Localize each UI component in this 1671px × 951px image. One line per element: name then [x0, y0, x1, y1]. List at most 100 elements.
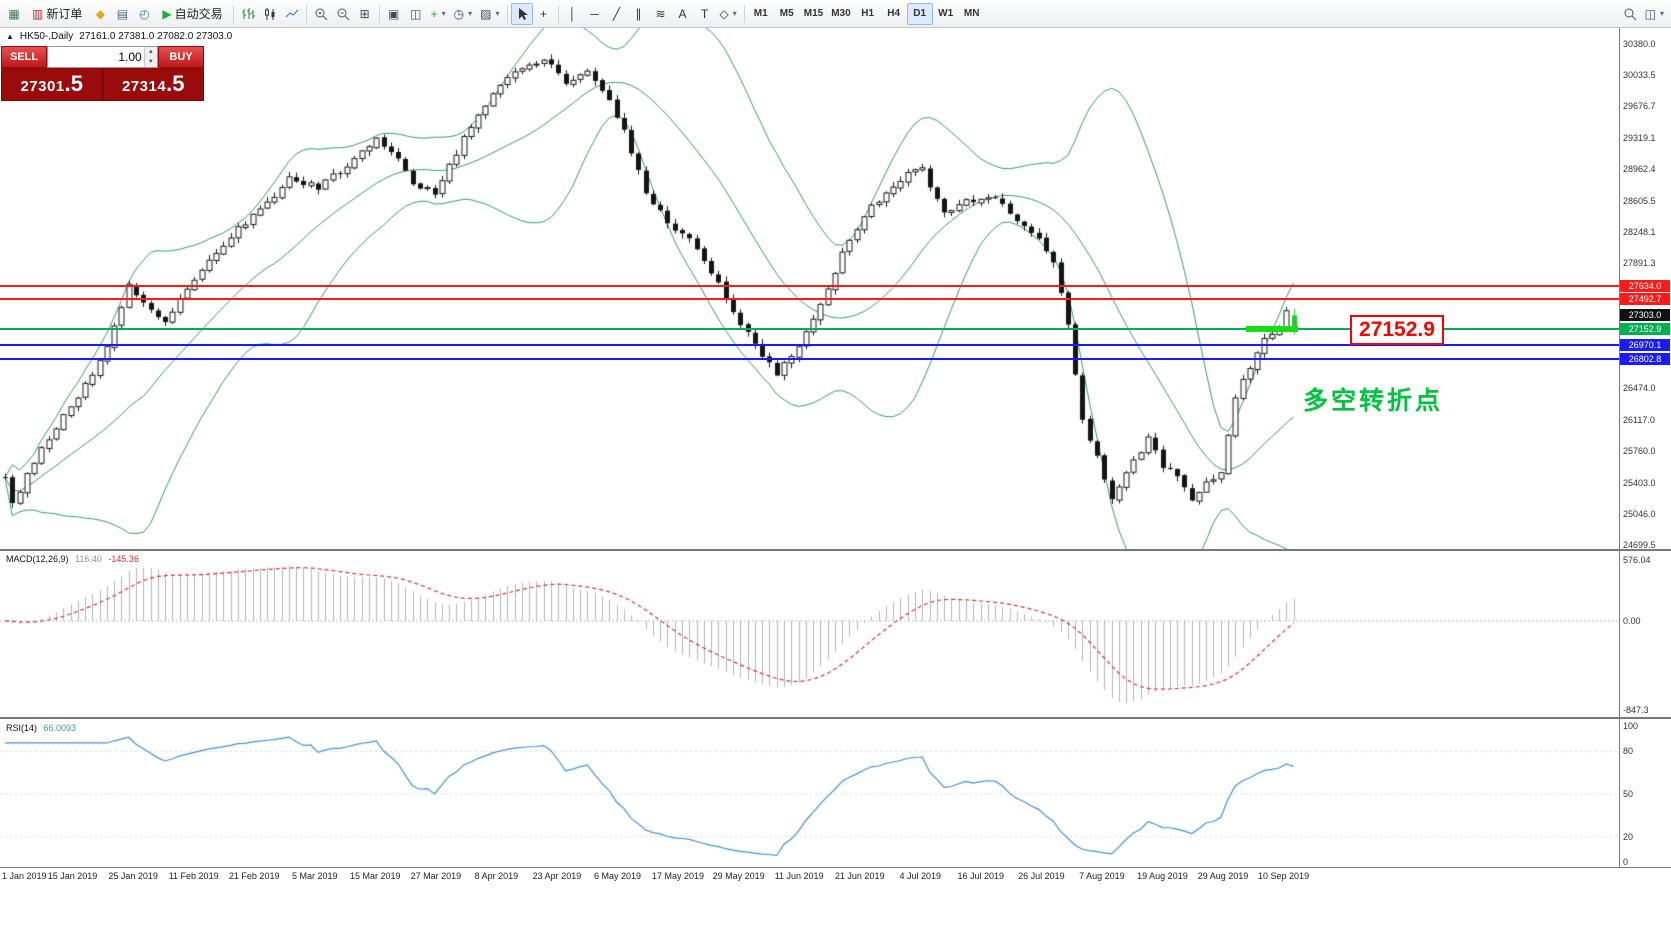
- macd-canvas[interactable]: [0, 551, 1619, 718]
- cursor-button[interactable]: [510, 2, 533, 25]
- data-window-button[interactable]: ◴: [133, 3, 155, 25]
- tile-windows-button[interactable]: ⊞: [354, 3, 376, 25]
- bar-chart-button[interactable]: [237, 3, 259, 25]
- support-line-2[interactable]: [0, 358, 1619, 361]
- candlestick-chart-icon: [263, 7, 277, 21]
- chart-list-icon: ◫: [1644, 6, 1656, 21]
- timeframe-bar: M1 M5 M15 M30 H1 H4 D1 W1 MN: [748, 2, 985, 25]
- volume-spinner: ▲ ▼: [143, 47, 157, 67]
- arrange-windows-icon: ▣: [387, 6, 400, 21]
- date-label: 11 Jun 2019: [774, 871, 824, 881]
- buy-price-int: 27314: [121, 78, 167, 95]
- price-chart-canvas[interactable]: [0, 28, 1619, 549]
- rsi-axis-label: 50: [1623, 789, 1634, 799]
- candlestick-chart-button[interactable]: [259, 3, 281, 25]
- pivot-note-text[interactable]: 多空转折点: [1303, 387, 1444, 415]
- toolbar-main-group: ▦ ▥ 新订单 ◆ ▤ ◴ ▶ 自动交易 ⊞ ▣ ◫ + ▾ ◷ ▾ ▨ ▾ + │ ─ ╱ ∥ ≋ A T ◇ ▾: [3, 2, 748, 25]
- macd-rsi-separator[interactable]: [0, 717, 1671, 719]
- date-label: 15 Mar 2019: [350, 871, 401, 881]
- search-button[interactable]: [1619, 3, 1641, 25]
- timeframe-w1[interactable]: W1: [938, 8, 954, 19]
- volume-increase-button[interactable]: ▲: [144, 47, 157, 57]
- current-price-price-label: 27303.0: [1620, 309, 1670, 322]
- timeframe-d1[interactable]: D1: [906, 2, 933, 25]
- volume-input[interactable]: [48, 47, 144, 67]
- periods-button[interactable]: ◷ ▾: [450, 3, 477, 25]
- pivot-line[interactable]: [0, 327, 1619, 330]
- arrange-windows-button[interactable]: ▣: [383, 3, 405, 25]
- timeframe-h1[interactable]: H1: [861, 8, 875, 19]
- label-icon: T: [700, 6, 709, 21]
- shapes-button[interactable]: ◇ ▾: [716, 3, 741, 25]
- rsi-axis-label: 0: [1623, 857, 1629, 867]
- chart-symbol-period: HK50-,Daily: [19, 31, 74, 42]
- trendline-button[interactable]: ╱: [606, 3, 628, 25]
- date-label: 19 Aug 2019: [1137, 871, 1188, 881]
- buy-button[interactable]: BUY: [158, 46, 204, 68]
- profiles-icon: ◆: [95, 6, 105, 21]
- toolbar-separator: [506, 4, 508, 23]
- price-axis-label: 25760.0: [1623, 446, 1656, 457]
- support-line-1[interactable]: [0, 343, 1619, 346]
- label-button[interactable]: T: [694, 3, 716, 25]
- rsi-dates-separator: [0, 867, 1671, 868]
- resistance-line-1-price-label: 27634.0: [1620, 280, 1670, 293]
- sell-button[interactable]: SELL: [1, 46, 47, 68]
- chart-list-button[interactable]: ◫ ▾: [1641, 3, 1668, 25]
- channel-button[interactable]: ∥: [628, 3, 650, 25]
- date-label: 17 May 2019: [652, 871, 705, 881]
- support-line-1-price-label: 26970.1: [1620, 338, 1670, 351]
- new-order-button[interactable]: ▥ 新订单: [25, 3, 89, 25]
- vertical-line-icon: │: [568, 6, 577, 21]
- macd-main-value: 116.40: [75, 554, 102, 564]
- caret-down-icon: ▾: [441, 9, 446, 18]
- price-callout-box[interactable]: 27152.9: [1350, 315, 1444, 345]
- timeframe-m5[interactable]: M5: [779, 8, 794, 19]
- buy-price[interactable]: 27314 .5: [104, 68, 204, 100]
- chart-header: ▲ HK50-,Daily 27161.0 27381.0 27082.0 27…: [6, 31, 232, 42]
- cascade-windows-button[interactable]: ◫: [405, 3, 427, 25]
- auto-trading-label: 自动交易: [174, 7, 223, 21]
- profiles-button[interactable]: ◆: [89, 3, 111, 25]
- resistance-line-1[interactable]: [0, 285, 1619, 288]
- volume-decrease-button[interactable]: ▼: [144, 57, 157, 67]
- market-watch-button[interactable]: ▤: [111, 3, 133, 25]
- price-axis-label: 28248.1: [1623, 227, 1656, 238]
- zoom-out-button[interactable]: [332, 3, 354, 25]
- rsi-axis-label: 80: [1623, 746, 1634, 757]
- date-label: 29 May 2019: [712, 871, 765, 881]
- one-click-toggle-icon[interactable]: ▲: [6, 32, 14, 41]
- price-macd-separator[interactable]: [0, 549, 1671, 551]
- date-label: 26 Jul 2019: [1018, 871, 1065, 881]
- new-chart-button[interactable]: ▦: [3, 3, 25, 25]
- toolbar-separator: [378, 4, 380, 23]
- date-label: 6 May 2019: [593, 871, 642, 881]
- time-axis[interactable]: 1 Jan 2019 15 Jan 2019 25 Jan 2019 11 Feb 2…: [0, 871, 1619, 887]
- date-label: 15 Jan 2019: [47, 871, 98, 881]
- macd-axis-label: 576.04: [1623, 555, 1651, 565]
- new-order-label: 新订单: [46, 7, 83, 21]
- timeframe-m30[interactable]: M30: [831, 8, 851, 19]
- date-label: 1 Jan 2019: [2, 871, 47, 881]
- zoom-in-button[interactable]: [310, 3, 332, 25]
- crosshair-button[interactable]: +: [533, 3, 555, 25]
- pivot-line-price-label: 27152.9: [1620, 322, 1670, 335]
- fibonacci-button[interactable]: ≋: [650, 3, 672, 25]
- auto-trading-button[interactable]: ▶ 自动交易: [155, 3, 229, 25]
- templates-button[interactable]: ▨ ▾: [476, 3, 503, 25]
- timeframe-mn[interactable]: MN: [963, 8, 980, 19]
- vertical-line-button[interactable]: │: [562, 3, 584, 25]
- line-chart-button[interactable]: [281, 3, 303, 25]
- price-axis[interactable]: [1620, 28, 1671, 868]
- pivot-highlight-segment[interactable]: [1246, 325, 1298, 332]
- cursor-icon: [515, 7, 529, 21]
- text-button[interactable]: A: [672, 3, 694, 25]
- horizontal-line-button[interactable]: ─: [584, 3, 606, 25]
- rsi-canvas[interactable]: [0, 720, 1619, 868]
- indicators-button[interactable]: + ▾: [427, 3, 450, 25]
- resistance-line-2[interactable]: [0, 297, 1619, 300]
- timeframe-m1[interactable]: M1: [753, 8, 768, 19]
- timeframe-h4[interactable]: H4: [887, 8, 901, 19]
- sell-price[interactable]: 27301 .5: [2, 68, 102, 100]
- timeframe-m15[interactable]: M15: [803, 8, 824, 19]
